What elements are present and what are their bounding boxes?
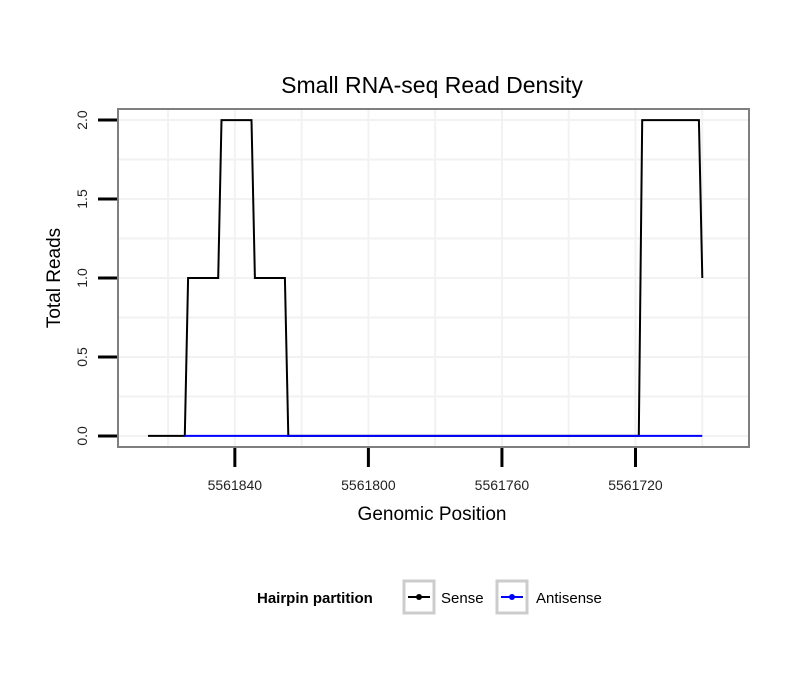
y-tick-label: 2.0: [74, 110, 90, 130]
x-tick-label: 5561840: [208, 477, 263, 493]
y-tick-label: 1.5: [74, 189, 90, 209]
legend: Hairpin partition Sense Antisense: [257, 579, 602, 615]
chart-title: Small RNA-seq Read Density: [281, 72, 583, 98]
legend-key-sense-dot: [416, 594, 422, 600]
y-axis-title: Total Reads: [44, 228, 65, 328]
x-tick-label: 5561720: [608, 477, 663, 493]
legend-label-sense: Sense: [441, 590, 484, 607]
series-layer: [148, 119, 704, 437]
y-tick-label: 1.0: [74, 268, 90, 288]
series-line-sense: [148, 119, 704, 437]
y-tick-label: 0.0: [74, 426, 90, 446]
legend-label-antisense: Antisense: [536, 590, 602, 607]
y-tick-label: 0.5: [74, 347, 90, 367]
x-tick-label: 5561760: [475, 477, 530, 493]
x-axis-title: Genomic Position: [358, 504, 507, 525]
legend-key-antisense-dot: [509, 594, 515, 600]
x-tick-label: 5561800: [341, 477, 396, 493]
legend-title: Hairpin partition: [257, 590, 373, 607]
axes: 0.0 0.5 1.0 1.5 2.0 5561840 5561800 5561760 5561…: [74, 110, 663, 493]
